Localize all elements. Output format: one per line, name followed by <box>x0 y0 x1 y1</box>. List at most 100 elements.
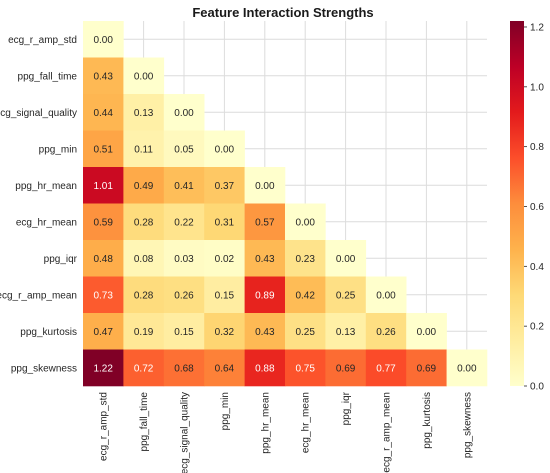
heatmap-cell <box>204 349 245 387</box>
heatmap-cell <box>83 130 124 168</box>
cell-value-label: 0.00 <box>93 35 113 46</box>
heatmap-cell <box>123 203 165 241</box>
row-label: ecg_hr_mean <box>16 217 77 228</box>
row-label: ppg_kurtosis <box>20 327 77 338</box>
heatmap-cell <box>244 240 286 277</box>
cell-value-label: 0.23 <box>295 254 315 265</box>
cell-value-label: 0.00 <box>174 108 194 119</box>
heatmap-cell <box>163 203 205 241</box>
heatmap-cell <box>83 21 124 58</box>
heatmap-cell <box>83 276 124 314</box>
cell-value-label: 0.64 <box>215 363 235 374</box>
heatmap-cell <box>406 349 447 387</box>
cell-value-label: 0.37 <box>215 181 235 192</box>
heatmap-cell <box>83 94 124 131</box>
column-label: ppg_kurtosis <box>422 392 433 449</box>
colorbar-tick-label: 1.2 <box>530 22 544 33</box>
chart-title: Feature Interaction Strengths <box>192 5 373 20</box>
colorbar-tick-label: 0.8 <box>530 142 544 153</box>
cell-value-label: 0.22 <box>174 217 194 228</box>
row-label: ppg_hr_mean <box>15 181 77 192</box>
heatmap-cell <box>163 276 205 314</box>
column-labels: ecg_r_amp_std ppg_fall_time ecg_signal_qua… <box>99 391 474 473</box>
cell-value-label: 0.77 <box>376 363 396 374</box>
cell-value-label: 0.31 <box>215 217 235 228</box>
cell-value-label: 0.72 <box>134 363 154 374</box>
colorbar-tick-label: 0.0 <box>530 382 544 393</box>
heatmap-cell <box>244 349 286 387</box>
cell-value-label: 0.88 <box>255 363 275 374</box>
heatmap-cell <box>83 203 124 241</box>
heatmap-cell <box>244 276 286 314</box>
heatmap-cell <box>123 240 165 277</box>
heatmap-cell <box>123 57 165 95</box>
cell-value-label: 0.28 <box>134 290 154 301</box>
heatmap-cell <box>83 240 124 277</box>
heatmap-cell <box>204 240 245 277</box>
colorbar-ticks: 0.0 0.2 0.4 0.6 0.8 1.0 1.2 <box>524 22 544 393</box>
row-label: ppg_iqr <box>44 254 78 265</box>
cell-value-label: 0.00 <box>255 181 275 192</box>
cell-value-label: 0.03 <box>174 254 194 265</box>
heatmap-cell <box>285 240 326 277</box>
heatmap-cell <box>365 313 407 350</box>
heatmap-cell <box>83 57 124 95</box>
cell-value-label: 0.43 <box>255 327 275 338</box>
heatmap-cell <box>325 240 367 277</box>
heatmap-cell <box>285 276 326 314</box>
cell-value-label: 0.43 <box>255 254 275 265</box>
column-label: ppg_fall_time <box>139 392 150 452</box>
row-label: ppg_min <box>39 144 77 155</box>
column-label: ecg_hr_mean <box>301 392 312 453</box>
heatmap-cell <box>83 349 124 387</box>
heatmap-cell <box>163 94 205 131</box>
row-label: ppg_fall_time <box>18 71 78 82</box>
cell-value-label: 0.57 <box>255 217 275 228</box>
cell-value-label: 0.02 <box>215 254 235 265</box>
colorbar-tick-label: 0.6 <box>530 202 544 213</box>
heatmap-cell <box>365 349 407 387</box>
colorbar-tick-label: 1.0 <box>530 82 544 93</box>
cell-value-label: 0.19 <box>134 327 154 338</box>
cell-value-label: 0.48 <box>93 254 113 265</box>
cell-value-label: 0.69 <box>417 363 437 374</box>
heatmap-cell <box>325 313 367 350</box>
cell-value-label: 0.51 <box>93 144 113 155</box>
heatmap-cell <box>446 349 488 387</box>
cell-value-label: 0.13 <box>336 327 356 338</box>
column-label: ppg_hr_mean <box>260 392 271 454</box>
cell-value-label: 0.00 <box>295 217 315 228</box>
cell-value-label: 0.00 <box>417 327 437 338</box>
heatmap-cells: 0.00 0.43 0.00 0.44 0.13 0.00 0.51 0.11 0.05 0.00… <box>83 21 488 387</box>
cell-value-label: 0.49 <box>134 181 154 192</box>
cell-value-label: 0.00 <box>215 144 235 155</box>
heatmap-cell <box>204 313 245 350</box>
cell-value-label: 1.01 <box>93 181 113 192</box>
cell-value-label: 0.59 <box>93 217 113 228</box>
heatmap-cell <box>244 167 286 204</box>
cell-value-label: 0.28 <box>134 217 154 228</box>
cell-value-label: 0.15 <box>174 327 194 338</box>
heatmap-cell <box>123 167 165 204</box>
heatmap-cell <box>163 130 205 168</box>
heatmap-cell <box>285 313 326 350</box>
cell-value-label: 0.26 <box>174 290 194 301</box>
row-label: ecg_signal_quality <box>0 108 77 119</box>
cell-value-label: 0.32 <box>215 327 235 338</box>
colorbar-tick-label: 0.2 <box>530 322 544 333</box>
cell-value-label: 0.68 <box>174 363 194 374</box>
heatmap-cell <box>83 167 124 204</box>
cell-value-label: 0.25 <box>336 290 356 301</box>
cell-value-label: 0.13 <box>134 108 154 119</box>
colorbar <box>510 21 524 386</box>
column-label: ppg_iqr <box>341 391 352 425</box>
cell-value-label: 0.73 <box>93 290 113 301</box>
heatmap-cell <box>163 167 205 204</box>
heatmap-cell <box>244 203 286 241</box>
cell-value-label: 0.00 <box>376 290 396 301</box>
heatmap-cell <box>163 240 205 277</box>
heatmap-cell <box>204 130 245 168</box>
heatmap-cell <box>285 203 326 241</box>
row-label: ecg_r_amp_mean <box>0 290 77 301</box>
